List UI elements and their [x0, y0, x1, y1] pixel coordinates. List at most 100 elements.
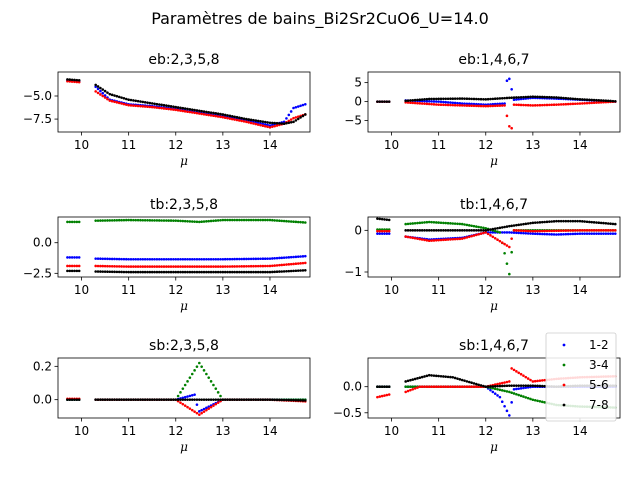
data-point — [609, 232, 612, 235]
data-point — [296, 255, 300, 258]
data-point — [176, 265, 180, 268]
data-point — [437, 229, 440, 232]
data-point — [216, 115, 220, 118]
data-point — [562, 229, 565, 232]
data-point — [606, 232, 610, 235]
data-point — [595, 221, 598, 224]
data-point — [585, 101, 589, 105]
data-point — [498, 97, 502, 100]
data-point — [425, 229, 429, 232]
data-point — [278, 256, 281, 260]
data-point — [432, 229, 436, 232]
data-point — [451, 97, 455, 100]
data-point — [190, 270, 194, 274]
data-point — [141, 100, 145, 104]
data-point — [228, 265, 232, 268]
data-point — [491, 386, 495, 390]
data-point — [456, 385, 459, 388]
data-point — [195, 270, 199, 274]
data-point — [510, 391, 513, 394]
data-point — [150, 105, 154, 109]
data-point — [212, 265, 215, 268]
data-point — [420, 385, 424, 388]
data-point — [578, 98, 582, 101]
data-point — [207, 219, 211, 223]
data-point — [221, 218, 225, 222]
data-point — [242, 265, 246, 268]
data-point — [223, 113, 227, 117]
data-point — [169, 265, 173, 268]
data-point — [296, 220, 300, 224]
data-point — [406, 385, 410, 388]
data-point — [423, 375, 426, 378]
data-point — [451, 101, 455, 105]
data-point — [578, 229, 582, 232]
data-point — [378, 395, 382, 398]
data-point — [538, 379, 542, 382]
data-point — [233, 265, 236, 268]
data-point — [491, 231, 495, 234]
data-point — [165, 398, 168, 401]
data-point — [505, 390, 509, 393]
data-point — [198, 265, 201, 268]
data-point — [263, 124, 267, 128]
data-point — [425, 239, 429, 242]
data-point — [576, 219, 579, 223]
data-point — [460, 378, 464, 382]
data-point — [569, 102, 572, 106]
data-point — [581, 229, 584, 232]
data-point — [477, 225, 480, 229]
data-point — [148, 270, 152, 274]
data-point — [124, 398, 128, 401]
legend-label: 5-6 — [589, 378, 609, 392]
data-point — [77, 264, 81, 268]
data-point — [420, 238, 424, 241]
subplot-3: tb:2,3,5,8 10 11 12 13 14 0.0 −2.5 μ — [23, 197, 311, 313]
data-point — [519, 372, 523, 376]
data-point — [153, 257, 156, 261]
data-point — [562, 96, 565, 100]
data-point — [209, 398, 213, 401]
data-point — [420, 375, 424, 379]
data-point — [99, 264, 102, 268]
data-point — [292, 269, 295, 273]
data-point — [188, 265, 192, 268]
data-point — [595, 98, 598, 102]
data-point — [425, 99, 429, 103]
data-point — [465, 104, 469, 107]
data-point — [68, 264, 72, 268]
data-point — [205, 406, 208, 410]
series-3-4 — [66, 361, 307, 401]
data-point — [167, 219, 170, 222]
data-point — [268, 121, 272, 125]
data-point — [503, 384, 506, 388]
subplot-title: tb:2,3,5,8 — [150, 197, 218, 213]
data-point — [378, 100, 382, 103]
data-point — [493, 97, 497, 101]
data-point — [552, 96, 556, 99]
data-point — [430, 239, 433, 242]
data-point — [409, 229, 412, 232]
data-point — [120, 257, 123, 261]
data-point — [423, 229, 426, 232]
data-point — [303, 261, 307, 265]
data-point — [155, 265, 159, 268]
data-point — [181, 265, 185, 268]
data-point — [70, 80, 74, 83]
data-point — [427, 220, 431, 224]
data-point — [543, 401, 546, 404]
data-point — [287, 121, 291, 125]
data-point — [472, 104, 476, 108]
data-point — [439, 238, 443, 242]
data-point — [493, 384, 497, 388]
data-point — [512, 96, 516, 99]
data-point — [418, 229, 422, 232]
data-point — [230, 115, 234, 118]
data-point — [216, 257, 220, 261]
x-axis-label: μ — [180, 440, 188, 454]
data-point — [423, 102, 426, 105]
series-5-6 — [66, 79, 307, 129]
data-point — [176, 106, 180, 109]
data-point — [510, 231, 513, 234]
data-point — [562, 219, 565, 223]
